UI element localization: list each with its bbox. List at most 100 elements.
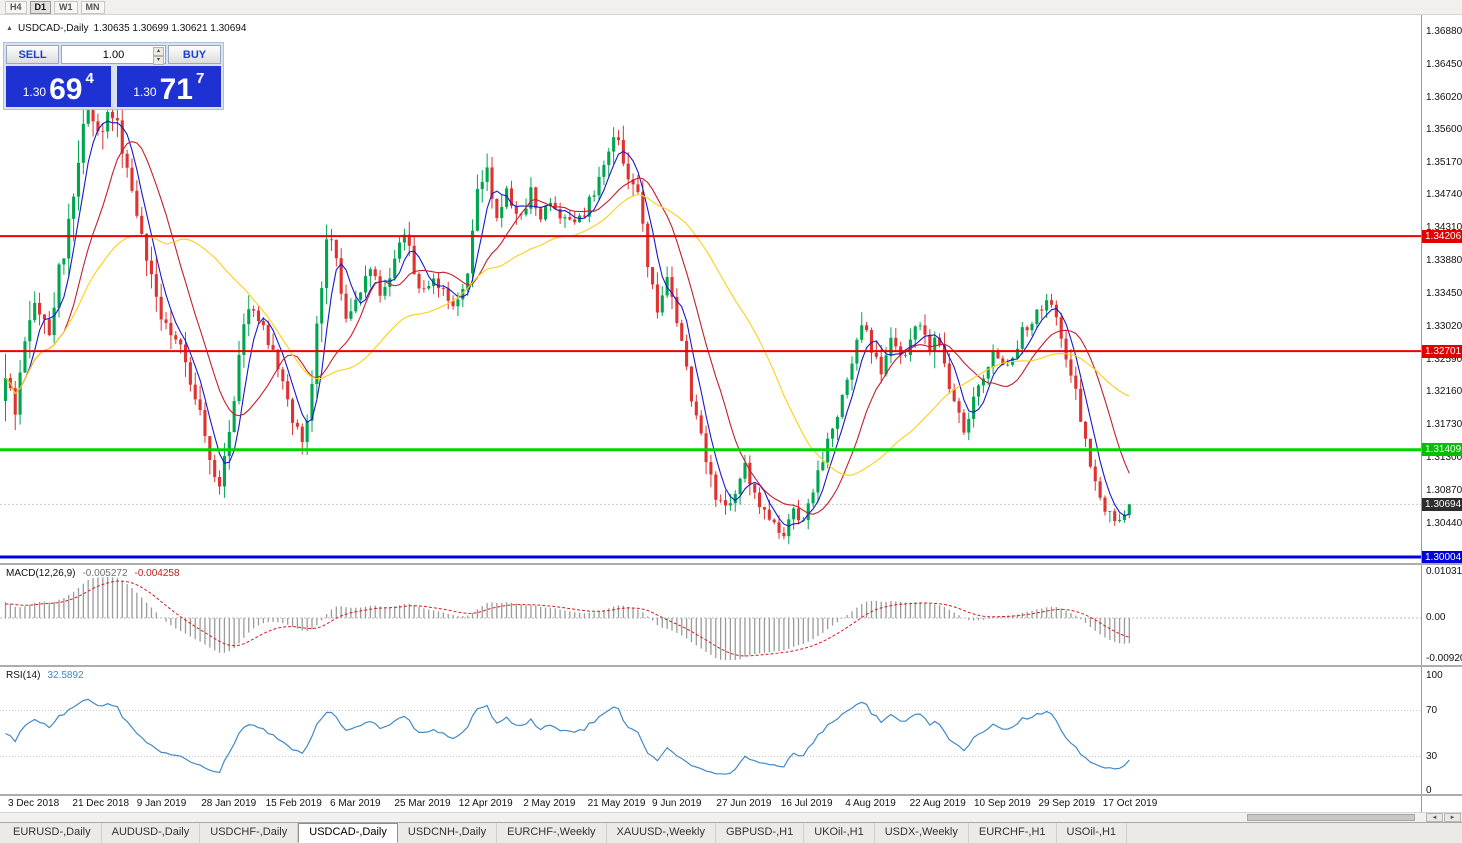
price-badge: 1.34206 (1422, 229, 1462, 243)
chart-tab-audusd-daily[interactable]: AUDUSD-,Daily (102, 823, 201, 843)
scroll-left-button[interactable]: ◄ (1426, 813, 1443, 822)
price-badge: 1.30694 (1422, 497, 1462, 511)
chart-tab-gbpusd-h1[interactable]: GBPUSD-,H1 (716, 823, 805, 843)
macd-histogram (4, 576, 1130, 660)
scrollbar-thumb[interactable] (1247, 814, 1415, 821)
buy-button[interactable]: BUY (168, 45, 221, 64)
buy-price-button[interactable]: 1.30 71 7 (116, 66, 221, 107)
price-axis-label: 1.30440 (1426, 517, 1462, 529)
price-axis-label: 1.31730 (1426, 419, 1462, 431)
rsi-value: 32.5892 (47, 670, 84, 681)
rsi-name: RSI(14) (6, 670, 41, 681)
price-axis-label: 1.35170 (1426, 156, 1462, 168)
chart-tab-usdchf-daily[interactable]: USDCHF-,Daily (200, 823, 299, 843)
price-axis-label: 1.31300 (1426, 452, 1462, 464)
timeframe-mn-button[interactable]: MN (80, 0, 105, 14)
buy-price-big-digits: 71 (159, 73, 193, 106)
timeframe-h4-button[interactable]: H4 (5, 0, 27, 14)
macd-axis-label: 0.00 (1426, 612, 1446, 623)
rsi-line (5, 698, 1130, 775)
ma-fast-line (5, 120, 1130, 527)
macd-name: MACD(12,26,9) (6, 568, 76, 579)
date-axis-label: 15 Feb 2019 (265, 798, 322, 809)
price-axis-label: 1.34740 (1426, 189, 1462, 201)
date-axis-label: 3 Dec 2018 (8, 798, 60, 809)
chart-ohlc-values: 1.30635 1.30699 1.30621 1.30694 (93, 23, 247, 34)
rsi-axis-label: 30 (1426, 750, 1438, 762)
candlesticks (3, 99, 1131, 545)
macd-signal-value: -0.004258 (134, 568, 180, 579)
date-axis-label: 25 Mar 2019 (394, 798, 451, 809)
rsi-axis-label: 70 (1426, 704, 1438, 716)
scrollbar-buttons: ◄ ► (1426, 813, 1461, 822)
sell-price-prefix: 1.30 (22, 85, 47, 99)
price-badge: 1.31409 (1422, 443, 1462, 457)
pane-separator[interactable] (0, 794, 1462, 796)
price-axis-label: 1.32160 (1426, 386, 1462, 398)
timeframe-toolbar: H4 D1 W1 MN (0, 0, 1462, 15)
chart-tab-bar: EURUSD-,Daily AUDUSD-,Daily USDCHF-,Daily U… (0, 822, 1462, 843)
buy-price-prefix: 1.30 (133, 85, 157, 99)
chart-tab-eurusd-daily[interactable]: EURUSD-,Daily (3, 823, 102, 843)
chart-tab-usdcad-daily[interactable]: USDCAD-,Daily (298, 823, 398, 843)
price-axis-label: 1.36880 (1426, 26, 1462, 37)
pane-separator[interactable] (0, 563, 1462, 565)
macd-main-value: -0.005272 (82, 568, 128, 579)
sell-button[interactable]: SELL (6, 45, 59, 64)
scroll-right-button[interactable]: ► (1444, 813, 1461, 822)
sell-price-button[interactable]: 1.30 69 4 (6, 66, 111, 107)
volume-decrease-button[interactable]: ▾ (153, 56, 164, 65)
date-axis-label: 21 May 2019 (587, 798, 646, 809)
date-axis-label: 22 Aug 2019 (909, 798, 966, 809)
chart-quote-line: ▲ USDCAD-,Daily 1.30635 1.30699 1.30621 … (6, 23, 246, 34)
date-axis-label: 2 May 2019 (523, 798, 576, 809)
macd-axis-label: -0.0092031 (1426, 653, 1462, 665)
chart-tab-eurchf-weekly[interactable]: EURCHF-,Weekly (497, 823, 607, 843)
price-axis-label: 1.32590 (1426, 353, 1462, 365)
pane-separator[interactable] (0, 665, 1462, 667)
price-badge: 1.32701 (1422, 344, 1462, 358)
chart-tab-eurchf-h1[interactable]: EURCHF-,H1 (969, 823, 1057, 843)
date-axis: 3 Dec 2018 21 Dec 2018 9 Jan 2019 28 Jan 20… (0, 796, 1421, 812)
date-axis-label: 17 Oct 2019 (1102, 798, 1158, 809)
price-axis[interactable]: 1.36880 1.36450 1.36020 1.35600 1.35170 1.347… (1421, 0, 1462, 812)
main-price-pane (0, 99, 1421, 559)
sell-price-pip-digit: 4 (85, 70, 94, 87)
one-click-trading-panel: SELL 1.00 ▴ ▾ BUY 1.30 69 4 1.30 71 7 (3, 42, 224, 110)
price-axis-label: 1.35600 (1426, 123, 1462, 135)
price-badge: 1.30004 (1422, 550, 1462, 564)
macd-signal-line (5, 580, 1130, 657)
price-axis-label: 1.36020 (1426, 91, 1462, 103)
ma-mid-line (5, 141, 1130, 515)
chart-tab-usdcnh-daily[interactable]: USDCNH-,Daily (398, 823, 498, 843)
price-axis-label: 1.34310 (1426, 222, 1462, 234)
date-axis-label: 9 Jan 2019 (136, 798, 187, 809)
chart-tab-usoil-h1[interactable]: USOil-,H1 (1057, 823, 1128, 843)
date-axis-label: 16 Jul 2019 (780, 798, 833, 809)
chart-tab-usdx-weekly[interactable]: USDX-,Weekly (875, 823, 969, 843)
rsi-axis-label: 0 (1426, 785, 1432, 796)
chart-symbol-label: USDCAD-,Daily (17, 23, 89, 34)
chart-tab-xauusd-weekly[interactable]: XAUUSD-,Weekly (607, 823, 716, 843)
price-axis-label: 1.33880 (1426, 255, 1462, 267)
date-axis-label: 29 Sep 2019 (1038, 798, 1096, 809)
sell-price-big-digits: 69 (49, 73, 83, 106)
macd-indicator-label: MACD(12,26,9) -0.005272 -0.004258 (6, 568, 180, 579)
macd-pane (0, 576, 1421, 660)
horizontal-scrollbar[interactable]: ◄ ► (0, 812, 1462, 822)
volume-field[interactable]: 1.00 ▴ ▾ (61, 45, 166, 65)
price-axis-label: 1.30870 (1426, 484, 1462, 496)
volume-value[interactable]: 1.00 (102, 48, 125, 61)
date-axis-label: 12 Apr 2019 (458, 798, 513, 809)
volume-increase-button[interactable]: ▴ (153, 47, 164, 56)
chart-tab-ukoil-h1[interactable]: UKOil-,H1 (804, 823, 875, 843)
price-axis-label: 1.36450 (1426, 58, 1462, 70)
chart-canvas[interactable] (0, 0, 1421, 812)
timeframe-w1-button[interactable]: W1 (54, 0, 78, 14)
timeframe-d1-button[interactable]: D1 (29, 0, 52, 14)
date-axis-label: 28 Jan 2019 (201, 798, 257, 809)
price-axis-label: 1.33450 (1426, 287, 1462, 299)
date-axis-label: 10 Sep 2019 (974, 798, 1031, 809)
collapse-panel-icon[interactable]: ▲ (6, 25, 13, 32)
